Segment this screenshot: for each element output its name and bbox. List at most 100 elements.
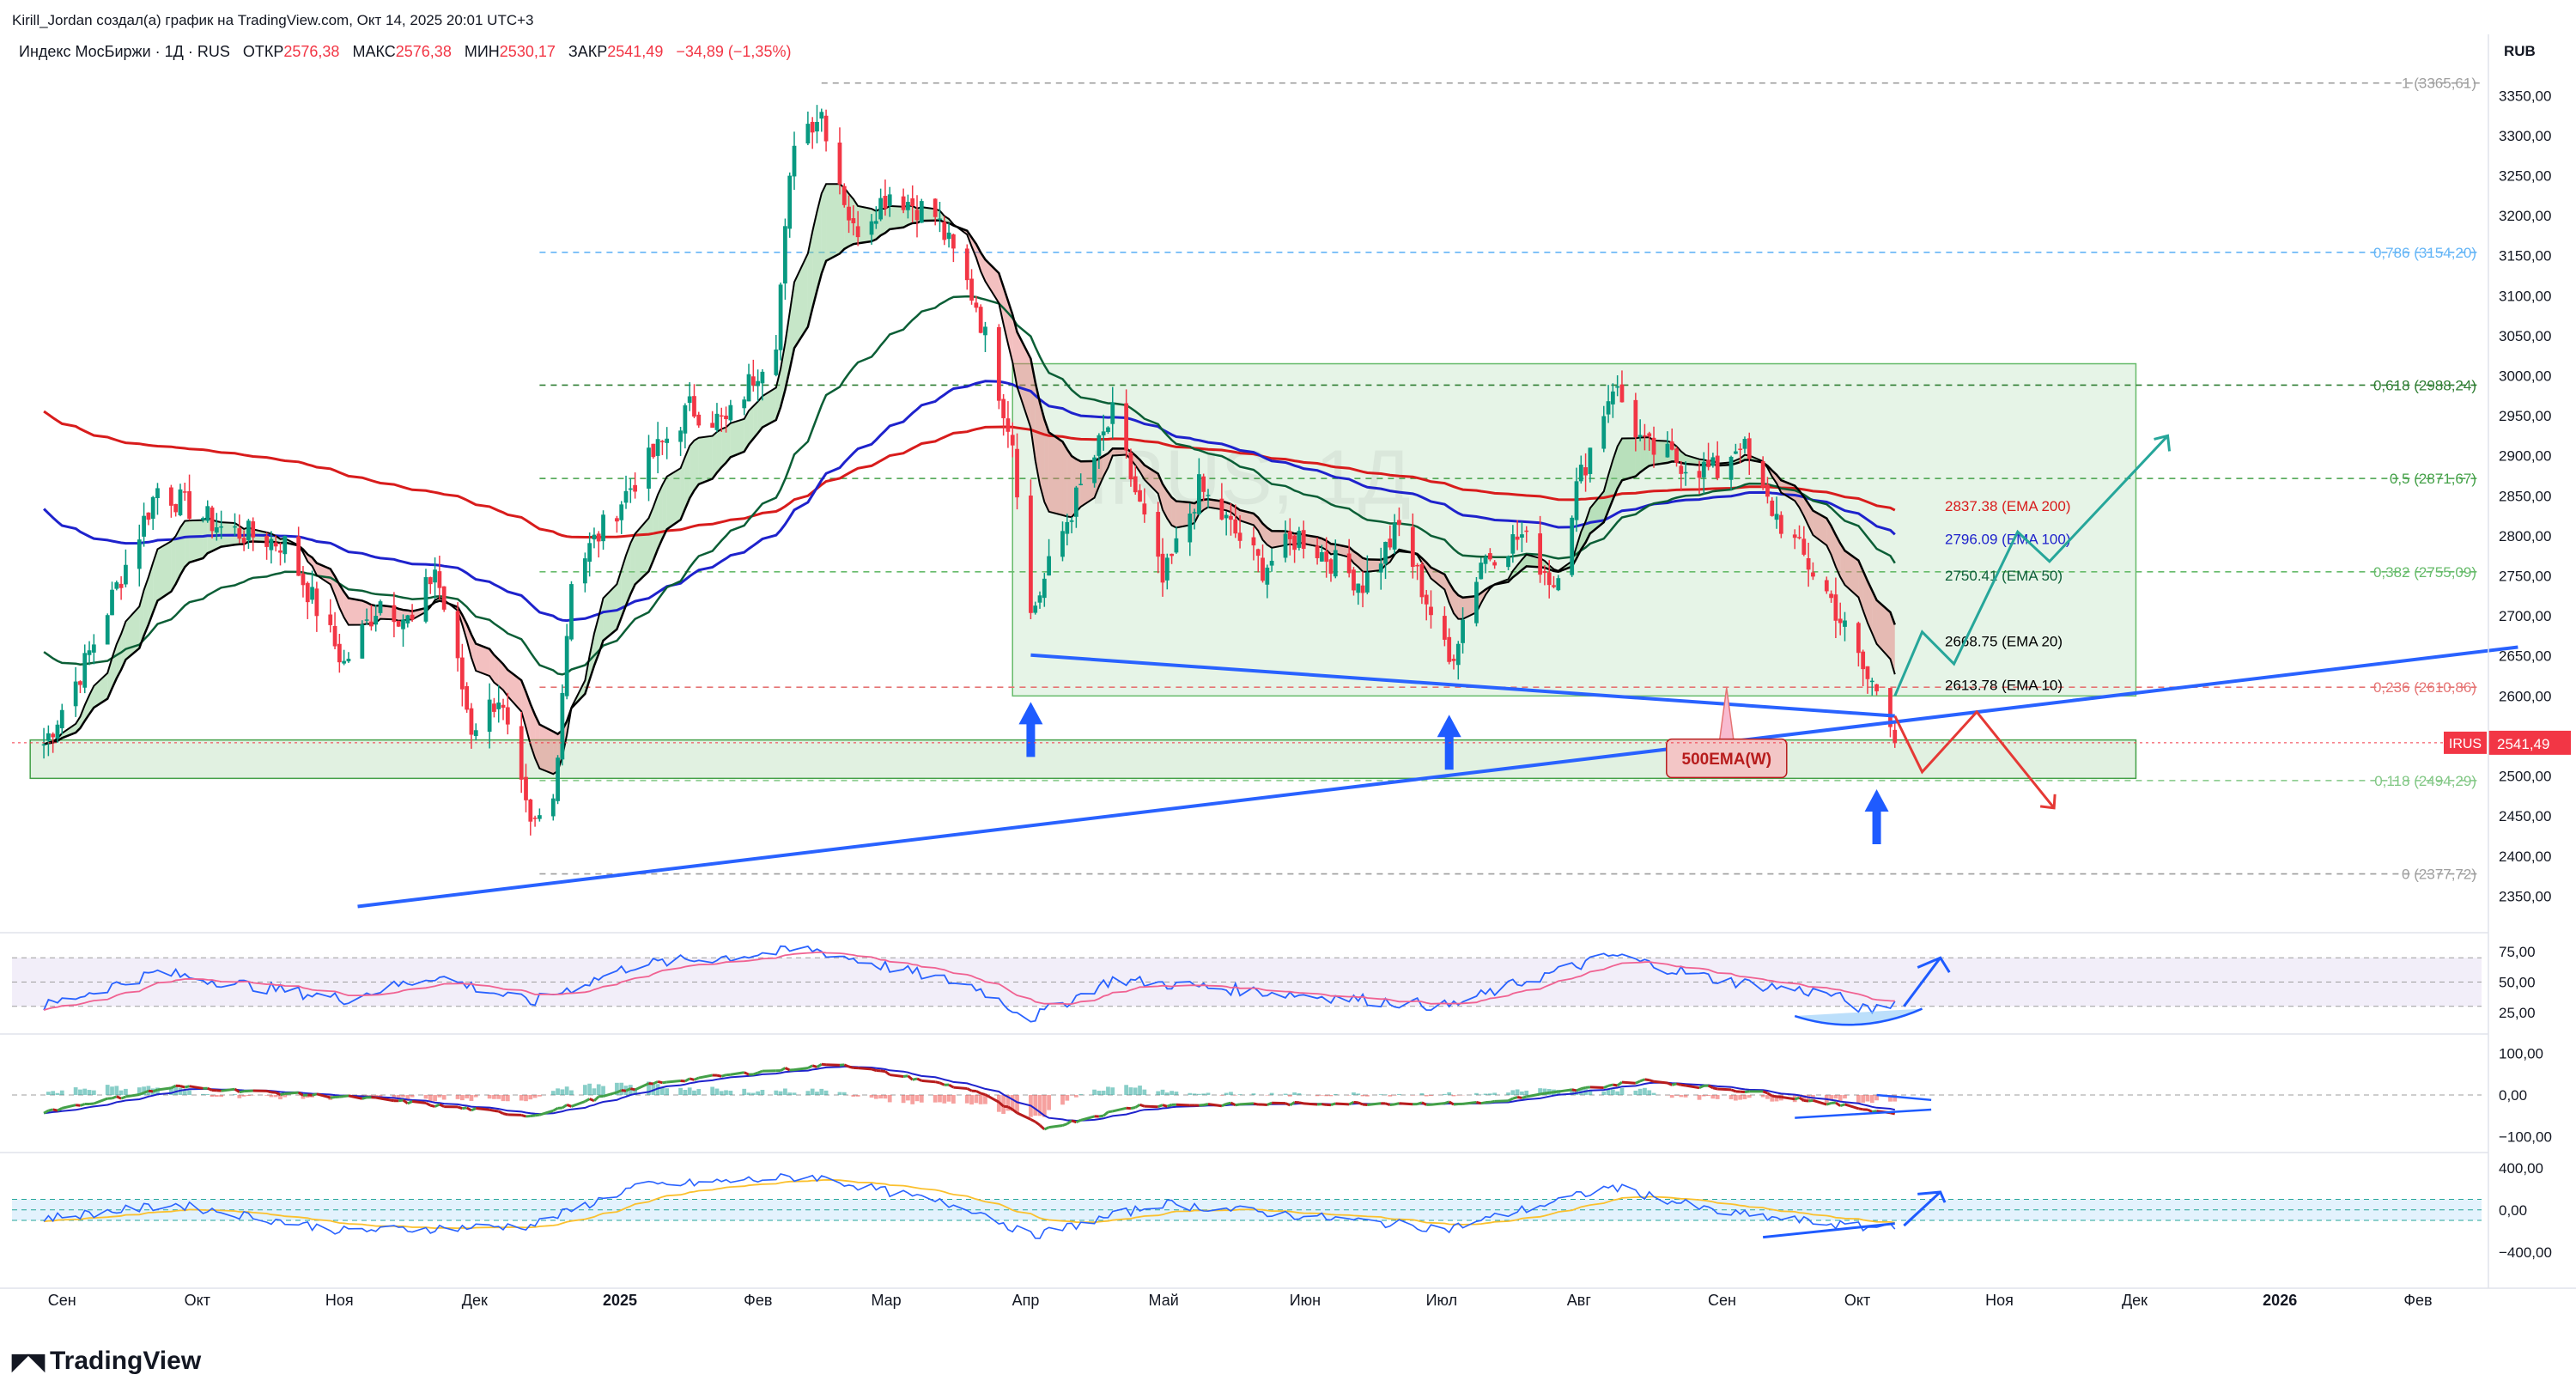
macd-histogram-bar — [1047, 1095, 1051, 1110]
macd-line-segment — [1616, 1080, 1623, 1087]
macd-histogram-bar — [1451, 1095, 1456, 1097]
candle-body — [792, 145, 797, 177]
macd-histogram-bar — [942, 1095, 947, 1104]
candle-body — [182, 491, 187, 493]
macd-line-segment — [312, 1092, 318, 1097]
rsi-divergence — [1794, 1007, 1923, 1026]
ema-ribbon-segment — [807, 231, 813, 327]
ema-ribbon-segment — [1040, 402, 1045, 502]
candle-body — [946, 232, 951, 240]
candle-body — [505, 707, 510, 725]
ema-ribbon-segment — [726, 423, 731, 463]
macd-histogram-bar — [1515, 1089, 1520, 1095]
macd-line-segment — [720, 1074, 726, 1078]
macd-line-segment — [1003, 1104, 1009, 1109]
candle-body — [46, 733, 51, 741]
candle-body — [328, 614, 333, 625]
candle-body — [283, 536, 288, 555]
macd-line-segment — [143, 1089, 149, 1094]
candle-body — [815, 121, 819, 131]
ema-ribbon-segment — [694, 437, 699, 491]
macd-histogram-bar — [878, 1095, 884, 1099]
macd-histogram-bar — [410, 1095, 415, 1098]
macd-histogram-bar — [241, 1095, 246, 1097]
fib-label: 0,5 (2871,67) — [2390, 471, 2476, 487]
macd-histogram-bar — [1356, 1093, 1361, 1095]
ema-ribbon-segment — [1453, 590, 1459, 619]
macd-line-segment — [921, 1079, 936, 1084]
tradingview-brand[interactable]: ◤◥ TradingView — [12, 1347, 201, 1376]
macd-line-segment — [1858, 1107, 1863, 1111]
macd-histogram-bar — [1733, 1095, 1738, 1101]
macd-line-segment — [1649, 1079, 1655, 1083]
candle-body — [423, 577, 428, 622]
macd-histogram-bar — [1833, 1095, 1838, 1099]
macd-line-segment — [939, 1081, 945, 1086]
ema-ribbon-segment — [1062, 441, 1067, 517]
macd-line-segment — [380, 1097, 395, 1103]
candle-body — [906, 202, 910, 210]
panel-tick-label: 75,00 — [2499, 944, 2536, 960]
candle-body — [401, 619, 405, 630]
macd-line-segment — [1285, 1102, 1291, 1107]
macd-line-segment — [1421, 1101, 1427, 1106]
ema-ribbon-segment — [1617, 438, 1622, 489]
time-tick-label: Июн — [1290, 1292, 1321, 1309]
candle-body — [1542, 570, 1547, 574]
candle-body — [787, 175, 793, 229]
macd-histogram-bar — [519, 1095, 524, 1101]
macd-histogram-bar — [1101, 1090, 1106, 1095]
ema-label: 2837.38 (EMA 200) — [1945, 498, 2070, 514]
candle-body — [1164, 557, 1170, 581]
macd-line-segment — [953, 1086, 968, 1090]
macd-line-segment — [1139, 1103, 1145, 1108]
candle-body — [1546, 572, 1552, 586]
candle-body — [337, 643, 342, 663]
macd-line-segment — [730, 1071, 744, 1076]
macd-histogram-bar — [505, 1095, 510, 1102]
candle-body — [1706, 459, 1710, 467]
macd-line-segment — [471, 1107, 477, 1112]
candle-body — [360, 624, 365, 659]
up-arrow-icon — [1864, 788, 1889, 844]
falling-trendline — [1030, 653, 1895, 718]
ema-lines: 2837.38 (EMA 200) 2796.09 (EMA 100) 2750.4… — [43, 183, 2070, 776]
macd-histogram-bar — [615, 1082, 619, 1095]
macd-histogram-bar — [1765, 1095, 1770, 1099]
macd-line-segment — [662, 1080, 667, 1085]
macd-histogram-bar — [1065, 1095, 1070, 1101]
ema-ribbon-segment — [1262, 523, 1267, 545]
macd-line-segment — [93, 1097, 108, 1105]
ema-label: 2668.75 (EMA 20) — [1945, 633, 2063, 649]
macd-line-segment — [1680, 1083, 1686, 1087]
candle-body — [296, 536, 301, 576]
macd-histogram-bar — [1647, 1090, 1652, 1095]
bullish-projection — [1893, 435, 2169, 696]
macd-line-segment — [716, 1074, 722, 1078]
macd-histogram-bar — [946, 1095, 951, 1102]
macd-line-segment — [457, 1105, 463, 1110]
macd-histogram-bar — [46, 1092, 51, 1095]
macd-histogram-bar — [1188, 1092, 1193, 1095]
candle-body — [1224, 514, 1229, 519]
macd-line-segment — [138, 1092, 145, 1096]
macd-line-segment — [1667, 1081, 1673, 1086]
macd-line-segment — [425, 1102, 431, 1107]
macd-line-segment — [148, 1089, 154, 1093]
candle-body — [396, 620, 401, 627]
projections: 500EMA(W) IRUS 2541,49 — [12, 434, 2571, 810]
ema10-line — [43, 183, 1896, 776]
macd-line-segment — [1012, 1108, 1018, 1115]
candle-body — [1188, 513, 1193, 543]
price-chart[interactable]: 3350,00 3300,00 3250,00 3200,00 3150,00 3100,… — [0, 0, 2576, 1323]
macd-histogram-bar — [1128, 1087, 1133, 1095]
ema-ribbon-segment — [494, 654, 499, 686]
macd-histogram-bar — [914, 1095, 920, 1102]
macd-histogram-bar — [1760, 1095, 1765, 1098]
macd-histogram-bar — [810, 1088, 815, 1095]
macd-histogram-bar — [1419, 1092, 1425, 1095]
candle-body — [1360, 585, 1365, 593]
ema-ribbon-segment — [1613, 446, 1618, 500]
candle-body — [655, 439, 660, 456]
macd-line-segment — [975, 1090, 981, 1095]
